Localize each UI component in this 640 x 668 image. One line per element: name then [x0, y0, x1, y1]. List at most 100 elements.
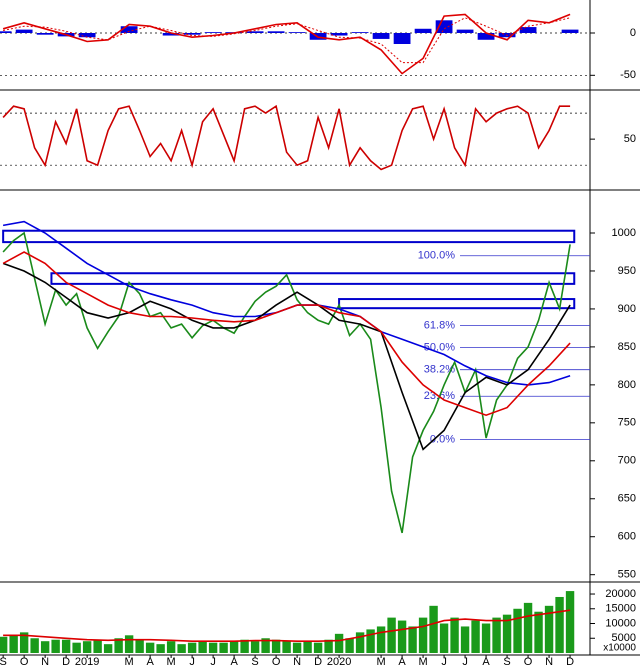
bar	[372, 33, 390, 39]
bar	[51, 639, 60, 653]
y-tick-label: 600	[618, 531, 636, 543]
bar	[288, 32, 306, 33]
y-tick-label: 850	[618, 341, 636, 353]
axis-unit: x10000	[603, 643, 636, 654]
bar	[72, 642, 81, 653]
bar	[78, 33, 96, 38]
y-tick-label: 550	[618, 569, 636, 581]
bar	[156, 644, 165, 653]
bar	[450, 617, 459, 653]
x-tick-label: J	[441, 656, 447, 668]
series-line	[2, 262, 571, 451]
bar	[429, 605, 438, 653]
bar	[103, 644, 113, 653]
x-tick-label: S	[0, 656, 7, 668]
x-tick-label: N	[545, 656, 553, 668]
y-tick-label: 5000	[612, 632, 636, 644]
bar	[292, 642, 302, 653]
series-line	[2, 251, 571, 417]
x-tick-label: J	[210, 656, 216, 668]
bar	[30, 638, 39, 653]
y-tick-label: 50	[624, 133, 636, 145]
bar	[513, 608, 522, 653]
series-line	[2, 17, 571, 64]
x-tick-label: S	[251, 656, 258, 668]
bar	[15, 29, 33, 33]
bar	[313, 642, 323, 653]
bar	[366, 629, 375, 653]
fib-label: 61.8%	[424, 320, 455, 332]
bar	[376, 626, 386, 653]
x-tick-label: A	[146, 656, 154, 668]
bar	[351, 32, 369, 33]
y-tick-label: 15000	[605, 603, 636, 615]
bar	[523, 602, 533, 653]
x-tick-label: D	[566, 656, 574, 668]
bar	[250, 641, 260, 653]
bar	[481, 623, 491, 653]
bar	[240, 639, 249, 653]
bar	[439, 623, 449, 653]
series-line	[3, 609, 571, 642]
bar	[271, 639, 281, 653]
bar	[492, 617, 501, 653]
bar	[93, 639, 102, 653]
bar	[36, 33, 54, 35]
bar	[460, 626, 470, 653]
bar	[519, 27, 537, 33]
x-tick-label: 2019	[75, 656, 99, 668]
resistance-zone	[50, 272, 576, 285]
bar	[330, 33, 348, 36]
bar	[502, 614, 512, 653]
bar	[414, 28, 432, 33]
bar	[19, 632, 29, 653]
bar	[120, 26, 138, 33]
series-line	[2, 13, 571, 75]
x-tick-label: A	[230, 656, 238, 668]
x-tick-label: 2020	[327, 656, 351, 668]
y-tick-label: -50	[620, 69, 636, 81]
bar	[40, 641, 50, 653]
x-tick-label: M	[125, 656, 134, 668]
bar	[303, 641, 312, 653]
bar	[166, 641, 176, 653]
fib-label: 38.2%	[424, 364, 455, 376]
x-tick-label: A	[398, 656, 406, 668]
bar	[534, 611, 543, 653]
resistance-zone	[2, 229, 576, 244]
x-tick-label: D	[62, 656, 70, 668]
y-tick-label: 700	[618, 455, 636, 467]
y-tick-label: 800	[618, 379, 636, 391]
bar	[183, 33, 201, 35]
bar	[334, 633, 344, 653]
bar	[61, 639, 71, 653]
x-tick-label: S	[503, 656, 510, 668]
bar	[555, 596, 564, 653]
bar	[198, 641, 207, 653]
y-tick-label: 750	[618, 417, 636, 429]
bar	[544, 605, 554, 653]
bar	[282, 641, 291, 653]
bar	[177, 644, 186, 653]
y-tick-label: 650	[618, 493, 636, 505]
x-tick-label: D	[314, 656, 322, 668]
y-tick-label: 950	[618, 265, 636, 277]
series-line	[2, 104, 571, 171]
x-tick-label: M	[167, 656, 176, 668]
bar	[246, 31, 264, 33]
bar	[471, 620, 480, 653]
bar	[9, 635, 18, 653]
bar	[229, 641, 239, 653]
bar	[565, 591, 575, 653]
x-tick-label: O	[20, 656, 29, 668]
bar	[267, 31, 285, 33]
bar	[204, 32, 222, 33]
x-tick-label: M	[418, 656, 427, 668]
y-tick-label: 10000	[605, 617, 636, 629]
bar	[393, 33, 411, 44]
bar	[324, 639, 333, 653]
bar	[219, 642, 228, 653]
bar	[135, 639, 144, 653]
fib-label: 50.0%	[424, 342, 455, 354]
